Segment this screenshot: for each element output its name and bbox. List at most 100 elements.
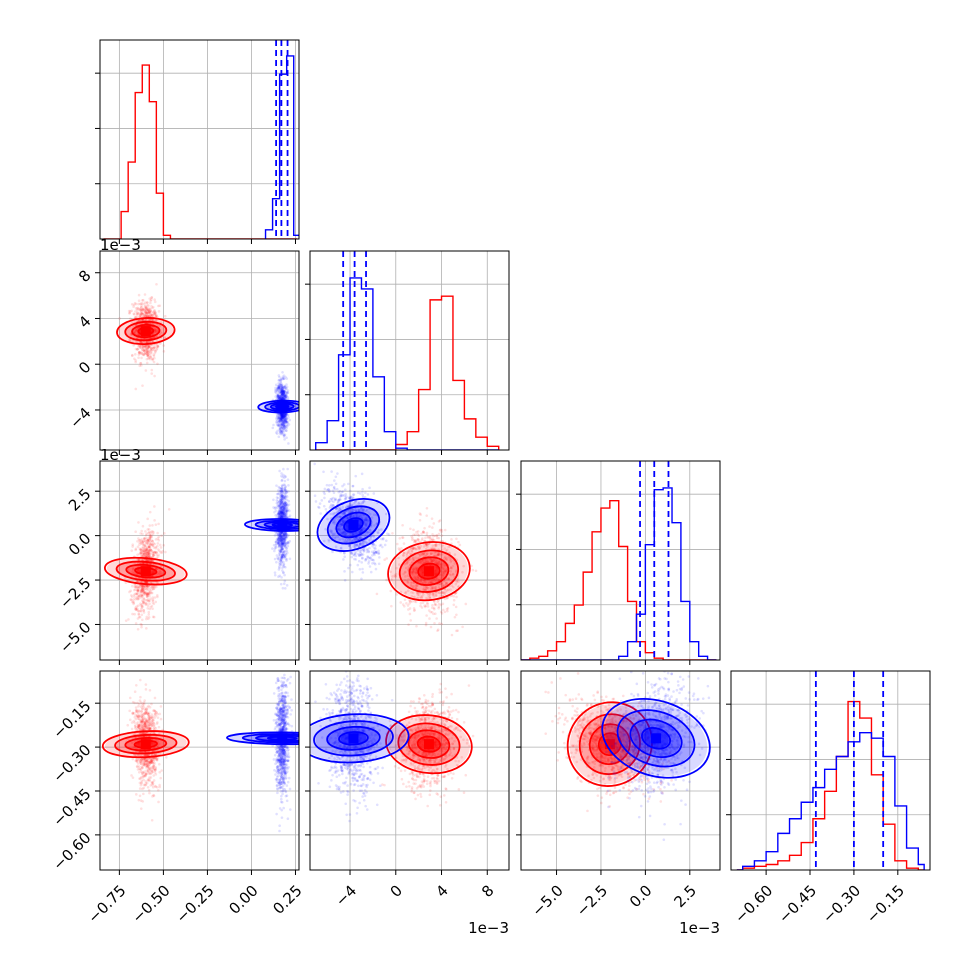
sample-point — [443, 597, 447, 601]
panel-1-0 — [100, 251, 299, 450]
sample-point — [366, 530, 370, 534]
sample-point — [415, 584, 419, 587]
sample-point — [142, 547, 146, 551]
sample-point — [280, 512, 283, 516]
sample-point — [281, 376, 285, 380]
sample-point — [280, 510, 284, 514]
sample-point — [136, 553, 139, 556]
sample-point — [138, 592, 141, 596]
sample-point — [277, 386, 280, 389]
sample-point — [397, 547, 401, 550]
sample-point — [280, 430, 283, 434]
sample-point — [440, 563, 443, 566]
sample-point — [142, 552, 146, 556]
sample-point — [361, 529, 364, 533]
sample-point — [141, 532, 144, 536]
sample-point — [279, 416, 283, 419]
sample-point — [152, 585, 156, 589]
sample-point — [284, 489, 287, 492]
sample-point — [140, 305, 143, 309]
sample-point — [281, 532, 284, 535]
sample-point — [284, 417, 287, 421]
sample-point — [280, 545, 283, 549]
sample-point — [284, 541, 288, 545]
sample-point — [277, 544, 281, 547]
sample-point — [137, 350, 141, 354]
sample-point — [429, 558, 432, 562]
sample-point — [377, 528, 381, 532]
sample-point — [330, 470, 333, 473]
sample-point — [282, 473, 285, 477]
sample-point — [370, 516, 374, 519]
sample-point — [390, 578, 393, 581]
sample-point — [145, 550, 149, 554]
sample-point — [278, 396, 281, 400]
sample-point — [368, 486, 371, 490]
sample-point — [147, 345, 151, 349]
sample-point — [140, 352, 144, 355]
sample-point — [367, 550, 371, 554]
sample-point — [358, 553, 361, 557]
sample-point — [148, 550, 152, 554]
sample-point — [368, 540, 372, 543]
sample-point — [147, 549, 150, 552]
sample-point — [145, 306, 148, 310]
sample-point — [146, 592, 149, 596]
sample-point — [279, 503, 282, 507]
sample-point — [145, 554, 148, 557]
sample-point — [322, 539, 326, 543]
sample-point — [349, 495, 352, 499]
sample-point — [285, 426, 288, 430]
sample-point — [284, 486, 287, 489]
sample-point — [437, 585, 441, 589]
sample-point — [359, 542, 362, 545]
sample-point — [360, 472, 364, 476]
contour-line — [125, 563, 167, 579]
sample-point — [137, 308, 141, 311]
sample-point — [283, 394, 286, 397]
sample-point — [332, 485, 336, 489]
sample-point — [278, 396, 282, 399]
sample-point — [440, 573, 444, 577]
sample-point — [146, 592, 149, 596]
sample-point — [281, 415, 285, 418]
sample-point — [136, 617, 140, 620]
sample-point — [278, 419, 282, 422]
sample-point — [330, 497, 334, 501]
sample-point — [147, 550, 151, 553]
sample-point — [160, 571, 163, 575]
sample-point — [381, 537, 385, 541]
sample-point — [136, 589, 140, 592]
sample-point — [419, 561, 422, 565]
sample-point — [283, 501, 287, 505]
sample-point — [142, 314, 146, 318]
sample-point — [281, 501, 284, 505]
sample-point — [280, 387, 284, 391]
sample-point — [283, 540, 287, 543]
sample-point — [279, 386, 282, 390]
sample-point — [398, 537, 401, 540]
sample-point — [415, 569, 418, 572]
sample-point — [282, 396, 285, 400]
sample-point — [146, 543, 150, 546]
sample-point — [279, 432, 283, 436]
sample-point — [284, 501, 288, 505]
sample-point — [145, 307, 149, 310]
sample-point — [411, 571, 415, 574]
sample-point — [143, 544, 147, 548]
sample-point — [140, 303, 143, 307]
sample-point — [276, 424, 280, 428]
sample-point — [418, 553, 422, 557]
sample-point — [287, 499, 291, 503]
sample-point — [285, 391, 289, 395]
sample-point — [275, 496, 279, 499]
sample-point — [145, 595, 149, 598]
sample-point — [281, 502, 285, 506]
sample-point — [279, 378, 283, 382]
sample-point — [440, 528, 444, 532]
sample-point — [280, 432, 284, 435]
sample-point — [282, 426, 286, 430]
sample-point — [284, 392, 287, 396]
sample-point — [139, 313, 142, 317]
sample-point — [146, 598, 150, 601]
